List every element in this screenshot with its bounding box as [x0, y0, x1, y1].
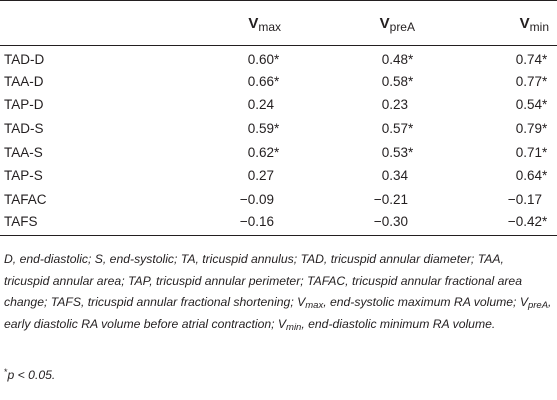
table-cell: 0.77*: [423, 69, 557, 93]
table-row: TAA-D 0.66* 0.58* 0.77*: [0, 69, 557, 93]
table-cell: −0.17: [423, 188, 557, 212]
correlation-table: Vmax VpreA Vmin TAD-D 0.60* 0.48* 0.74* TAA-…: [0, 0, 557, 236]
table-row: TAA-S 0.62* 0.53* 0.71*: [0, 140, 557, 164]
table-body: TAD-D 0.60* 0.48* 0.74* TAA-D 0.66* 0.58* 0.77*…: [0, 46, 557, 236]
table-cell: −0.42*: [423, 211, 557, 236]
table-cell: 0.58*: [289, 69, 423, 93]
table-cell: 0.23: [289, 93, 423, 117]
cell-value: 0.27: [247, 168, 274, 184]
cell-value: 0.71*: [515, 144, 548, 160]
column-header-vprea: VpreA: [289, 0, 423, 46]
cell-value: 0.59*: [247, 120, 280, 136]
cell-value: 0.77*: [515, 73, 548, 89]
table-row: TAP-D 0.24 0.23 0.54*: [0, 93, 557, 117]
row-header-blank: [0, 0, 155, 46]
row-label: TAP-D: [4, 97, 44, 113]
cell-value: 0.48*: [381, 52, 414, 68]
table-cell: 0.59*: [155, 117, 289, 141]
table-row: TAFS −0.16 −0.30 −0.42*: [0, 211, 557, 236]
table-row: TAD-S 0.59* 0.57* 0.79*: [0, 117, 557, 141]
table-row: TAD-D 0.60* 0.48* 0.74*: [0, 46, 557, 70]
significance-note: *p < 0.05.: [4, 367, 56, 383]
cell-value: 0.57*: [381, 120, 414, 136]
row-label: TAP-S: [4, 168, 43, 184]
table-cell: 0.60*: [155, 46, 289, 70]
cell-value: 0.54*: [515, 97, 548, 113]
table-cell: −0.09: [155, 188, 289, 212]
cell-value: 0.24: [247, 97, 274, 113]
cell-value: 0.64*: [515, 168, 548, 184]
cell-value: 0.79*: [515, 120, 548, 136]
table-cell: 0.54*: [423, 93, 557, 117]
cell-value: 0.23: [381, 97, 408, 113]
cell-value: 0.60*: [247, 52, 280, 68]
table-cell: 0.71*: [423, 140, 557, 164]
table-cell: −0.16: [155, 211, 289, 236]
table-cell: 0.74*: [423, 46, 557, 70]
column-header-vmax: Vmax: [155, 0, 289, 46]
cell-value: 0.53*: [381, 144, 414, 160]
table-row: TAFAC −0.09 −0.21 −0.17: [0, 188, 557, 212]
significance-text: p < 0.05.: [7, 368, 56, 382]
row-label: TAFS: [0, 211, 155, 236]
cell-value: −0.30: [373, 213, 408, 229]
cell-value: 0.74*: [515, 52, 548, 68]
table-cell: 0.79*: [423, 117, 557, 141]
cell-value: −0.42*: [507, 213, 548, 229]
cell-value: 0.58*: [381, 73, 414, 89]
cell-value: 0.34: [381, 168, 408, 184]
table-cell: 0.66*: [155, 69, 289, 93]
cell-value: 0.62*: [247, 144, 280, 160]
significance-marker: *: [4, 367, 8, 377]
table-cell: 0.62*: [155, 140, 289, 164]
table-cell: −0.21: [289, 188, 423, 212]
cell-value: −0.21: [373, 191, 408, 207]
abbreviations-footnote: D, end-diastolic; S, end-systolic; TA, t…: [4, 252, 552, 333]
row-label: TAFAC: [4, 191, 47, 207]
row-label: TAA-S: [4, 144, 43, 160]
table-cell: 0.34: [289, 164, 423, 188]
table-cell: 0.64*: [423, 164, 557, 188]
header-row: Vmax VpreA Vmin: [0, 0, 557, 46]
table-header: Vmax VpreA Vmin: [0, 0, 557, 46]
row-label: TAA-D: [4, 73, 44, 89]
table-cell: −0.30: [289, 211, 423, 236]
table-cell: 0.27: [155, 164, 289, 188]
table-row: TAP-S 0.27 0.34 0.64*: [0, 164, 557, 188]
cell-value: −0.16: [239, 213, 274, 229]
row-label: TAD-S: [4, 120, 44, 136]
table-cell: 0.53*: [289, 140, 423, 164]
table-cell: 0.57*: [289, 117, 423, 141]
table-cell: 0.48*: [289, 46, 423, 70]
cell-value: −0.17: [507, 191, 542, 207]
table-cell: 0.24: [155, 93, 289, 117]
row-label: TAD-D: [4, 52, 45, 68]
column-header-vmin: Vmin: [423, 0, 557, 46]
cell-value: 0.66*: [247, 73, 280, 89]
cell-value: −0.09: [239, 191, 274, 207]
